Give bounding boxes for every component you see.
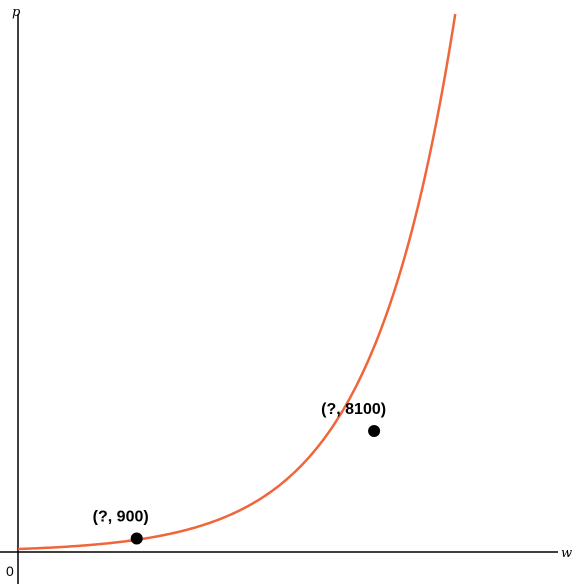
data-point-label-2: (?, 8100) [321, 401, 386, 418]
x-axis-label: w [561, 546, 572, 561]
growth-curve [17, 13, 457, 551]
origin-label: 0 [6, 563, 14, 579]
data-point-label-1: (?, 900) [93, 509, 149, 526]
data-points: (?, 900) (?, 8100) [93, 401, 386, 545]
y-axis-label: p [12, 5, 21, 20]
data-point-2 [368, 424, 381, 437]
data-point-1 [130, 532, 143, 545]
